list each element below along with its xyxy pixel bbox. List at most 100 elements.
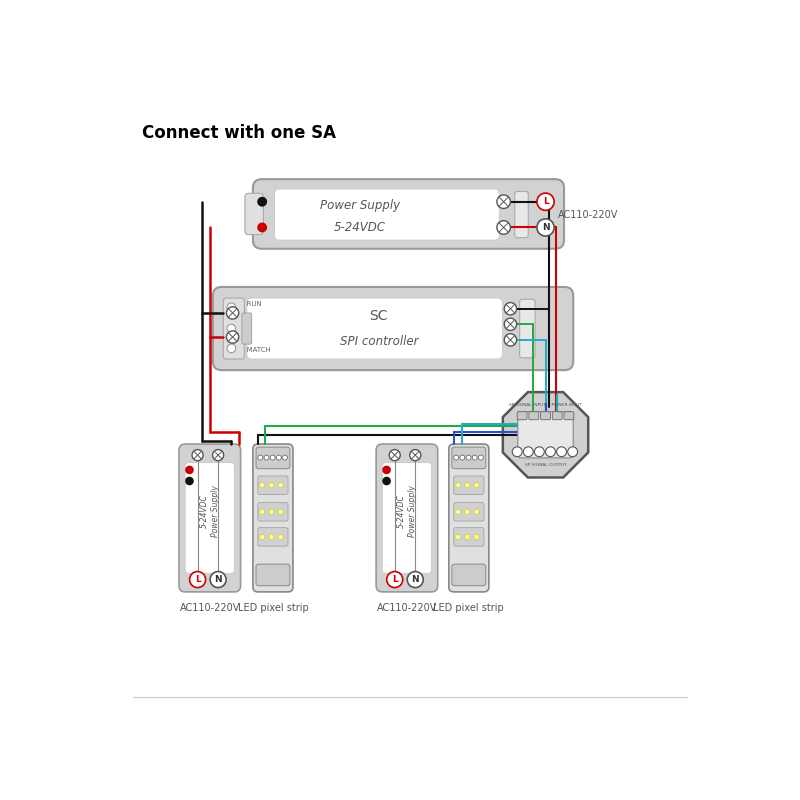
FancyBboxPatch shape (452, 447, 486, 469)
Circle shape (260, 510, 265, 514)
FancyBboxPatch shape (541, 412, 550, 420)
Circle shape (474, 534, 479, 539)
Circle shape (410, 450, 421, 461)
FancyBboxPatch shape (258, 476, 288, 494)
Circle shape (512, 447, 522, 457)
Text: ◄ RUN: ◄ RUN (239, 302, 262, 307)
Circle shape (557, 447, 566, 457)
Circle shape (270, 455, 275, 460)
Circle shape (185, 477, 194, 486)
Circle shape (465, 482, 470, 488)
FancyBboxPatch shape (258, 502, 288, 521)
Circle shape (455, 482, 461, 488)
Circle shape (282, 455, 287, 460)
Circle shape (504, 318, 517, 330)
Text: AC110-220V: AC110-220V (180, 603, 240, 613)
Circle shape (474, 482, 479, 488)
Circle shape (465, 534, 470, 539)
Circle shape (460, 455, 465, 460)
FancyBboxPatch shape (179, 444, 241, 592)
Circle shape (472, 455, 477, 460)
Text: L: L (392, 575, 398, 584)
Circle shape (497, 221, 510, 234)
Circle shape (568, 447, 578, 457)
Circle shape (478, 455, 483, 460)
Text: L: L (542, 198, 548, 206)
Circle shape (537, 219, 554, 236)
Circle shape (260, 534, 265, 539)
FancyBboxPatch shape (274, 189, 499, 240)
Circle shape (382, 466, 391, 474)
FancyBboxPatch shape (256, 447, 290, 469)
Circle shape (389, 450, 400, 461)
Circle shape (504, 334, 517, 346)
Circle shape (465, 510, 470, 514)
FancyBboxPatch shape (454, 528, 484, 546)
Circle shape (258, 222, 267, 232)
FancyBboxPatch shape (517, 412, 527, 420)
Text: AC110-220V: AC110-220V (558, 210, 618, 219)
Circle shape (382, 477, 391, 486)
Text: 5-24VDC: 5-24VDC (200, 494, 209, 527)
FancyBboxPatch shape (256, 564, 290, 586)
Circle shape (192, 450, 203, 461)
Text: SPI controller: SPI controller (339, 334, 418, 348)
FancyBboxPatch shape (454, 476, 484, 494)
Text: ◄ MATCH: ◄ MATCH (239, 346, 271, 353)
Text: 5-24VDC: 5-24VDC (397, 494, 406, 527)
FancyBboxPatch shape (246, 298, 502, 359)
Circle shape (523, 447, 533, 457)
Circle shape (455, 534, 461, 539)
Circle shape (386, 571, 402, 587)
Circle shape (278, 482, 283, 488)
FancyBboxPatch shape (245, 194, 263, 234)
Circle shape (258, 197, 267, 206)
Circle shape (504, 302, 517, 315)
Circle shape (269, 510, 274, 514)
Circle shape (546, 447, 555, 457)
Circle shape (227, 344, 236, 353)
Circle shape (258, 455, 262, 460)
FancyBboxPatch shape (564, 412, 574, 420)
Text: Power Supply: Power Supply (211, 485, 220, 537)
FancyBboxPatch shape (449, 444, 489, 592)
Circle shape (227, 324, 236, 333)
FancyBboxPatch shape (514, 191, 528, 238)
Text: N: N (214, 575, 222, 584)
Text: N: N (411, 575, 419, 584)
Circle shape (474, 510, 479, 514)
FancyBboxPatch shape (382, 462, 431, 574)
Circle shape (454, 455, 458, 460)
FancyBboxPatch shape (223, 298, 244, 359)
Text: SP SIGNAL INPUT    POWER INPUT: SP SIGNAL INPUT POWER INPUT (509, 402, 582, 406)
FancyBboxPatch shape (258, 528, 288, 546)
Circle shape (466, 455, 471, 460)
FancyBboxPatch shape (529, 412, 538, 420)
Polygon shape (503, 392, 588, 478)
Circle shape (226, 331, 238, 343)
Circle shape (260, 482, 265, 488)
Circle shape (269, 534, 274, 539)
Circle shape (185, 466, 194, 474)
FancyBboxPatch shape (185, 462, 234, 574)
FancyBboxPatch shape (213, 287, 574, 370)
Circle shape (407, 571, 423, 587)
FancyBboxPatch shape (376, 444, 438, 592)
Circle shape (264, 455, 269, 460)
Text: Connect with one SA: Connect with one SA (142, 124, 336, 142)
Text: Power Supply: Power Supply (408, 485, 417, 537)
Text: Power Supply: Power Supply (319, 199, 400, 212)
FancyBboxPatch shape (518, 412, 574, 458)
Text: LED pixel strip: LED pixel strip (434, 603, 504, 613)
Text: SP SIGNAL OUTPUT: SP SIGNAL OUTPUT (525, 463, 566, 467)
FancyBboxPatch shape (253, 444, 293, 592)
Circle shape (534, 447, 544, 457)
FancyBboxPatch shape (253, 179, 564, 249)
Text: N: N (542, 223, 550, 232)
Circle shape (455, 510, 461, 514)
Text: SC: SC (370, 309, 388, 322)
Circle shape (269, 482, 274, 488)
Circle shape (276, 455, 282, 460)
Text: AC110-220V: AC110-220V (377, 603, 437, 613)
Text: LED pixel strip: LED pixel strip (238, 603, 308, 613)
